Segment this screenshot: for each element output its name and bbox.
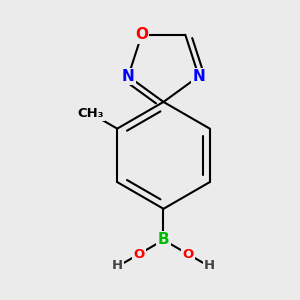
Text: H: H [204,259,215,272]
Text: O: O [134,248,145,261]
Text: O: O [182,248,194,261]
Text: H: H [112,259,123,272]
Text: B: B [158,232,169,247]
Text: CH₃: CH₃ [77,106,104,120]
Text: N: N [122,69,135,84]
Text: N: N [192,69,205,84]
Text: O: O [135,27,148,42]
